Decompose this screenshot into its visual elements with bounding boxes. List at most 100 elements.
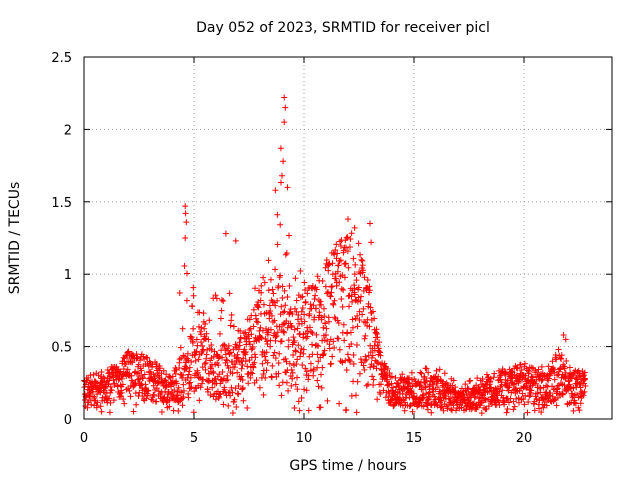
data-point: [367, 304, 374, 311]
data-point: [279, 295, 286, 302]
data-point: [420, 403, 427, 410]
data-point: [330, 301, 337, 308]
data-point: [295, 342, 302, 349]
data-point: [316, 404, 323, 411]
data-point: [200, 310, 207, 317]
data-point: [215, 362, 222, 369]
data-point: [271, 317, 278, 324]
data-point: [448, 406, 455, 413]
data-point: [377, 352, 384, 359]
data-point: [444, 405, 451, 412]
data-point: [282, 355, 289, 362]
data-point: [175, 384, 182, 391]
data-point: [285, 337, 292, 344]
data-point: [498, 379, 505, 386]
data-point: [199, 347, 206, 354]
data-point: [325, 318, 332, 325]
data-point: [345, 356, 352, 363]
data-point: [341, 337, 348, 344]
data-point: [450, 377, 457, 384]
data-point: [195, 356, 202, 363]
data-point: [185, 394, 192, 401]
data-point: [240, 355, 247, 362]
data-point: [218, 296, 225, 303]
data-point: [318, 301, 325, 308]
data-point: [267, 326, 274, 333]
data-point: [390, 384, 397, 391]
data-point: [301, 318, 308, 325]
data-point: [255, 304, 262, 311]
data-point: [208, 346, 215, 353]
x-tick-label: 20: [516, 431, 533, 446]
data-point: [355, 284, 362, 291]
data-point: [538, 363, 545, 370]
data-point: [376, 348, 383, 355]
data-point: [317, 298, 324, 305]
data-point: [281, 119, 288, 126]
data-point: [274, 329, 281, 336]
data-point: [189, 339, 196, 346]
data-point: [298, 315, 305, 322]
data-point: [188, 384, 195, 391]
data-point: [145, 387, 152, 394]
data-point: [289, 375, 296, 382]
data-point: [536, 405, 543, 412]
data-point: [196, 309, 203, 316]
data-point: [524, 409, 531, 416]
data-point: [183, 219, 190, 226]
data-point: [348, 293, 355, 300]
data-point: [510, 398, 517, 405]
data-point: [232, 360, 239, 367]
data-point: [267, 276, 274, 283]
data-point: [346, 303, 353, 310]
data-point: [543, 389, 550, 396]
data-point: [558, 391, 565, 398]
data-point: [348, 230, 355, 237]
data-point: [197, 328, 204, 335]
data-point: [244, 405, 251, 412]
data-point: [265, 329, 272, 336]
data-point: [342, 260, 349, 267]
data-point: [263, 349, 270, 356]
data-point: [373, 358, 380, 365]
data-point: [467, 377, 474, 384]
y-tick-label: 2: [64, 123, 72, 138]
data-point: [190, 292, 197, 299]
data-point: [210, 368, 217, 375]
data-point: [295, 311, 302, 318]
data-point: [282, 104, 289, 111]
data-point: [581, 375, 588, 382]
data-point: [478, 410, 485, 417]
data-point: [216, 391, 223, 398]
data-point: [339, 303, 346, 310]
data-point: [288, 366, 295, 373]
data-point: [269, 286, 276, 293]
data-point: [354, 312, 361, 319]
data-point: [257, 324, 264, 331]
data-point: [230, 323, 237, 330]
data-point: [332, 247, 339, 254]
data-point: [426, 393, 433, 400]
data-point: [353, 342, 360, 349]
data-point: [325, 267, 332, 274]
data-point: [110, 397, 117, 404]
data-point: [133, 355, 140, 362]
data-point: [354, 323, 361, 330]
data-point: [252, 285, 259, 292]
data-point: [366, 287, 373, 294]
data-point: [481, 404, 488, 411]
data-point: [365, 300, 372, 307]
data-point: [487, 375, 494, 382]
data-point: [305, 376, 312, 383]
data-point: [302, 287, 309, 294]
data-point: [197, 384, 204, 391]
data-point: [294, 386, 301, 393]
data-point: [263, 338, 270, 345]
data-point: [253, 377, 260, 384]
data-point: [98, 369, 105, 376]
data-point: [301, 311, 308, 318]
data-point: [563, 357, 570, 364]
data-point: [343, 366, 350, 373]
data-point: [294, 356, 301, 363]
data-point: [320, 305, 327, 312]
